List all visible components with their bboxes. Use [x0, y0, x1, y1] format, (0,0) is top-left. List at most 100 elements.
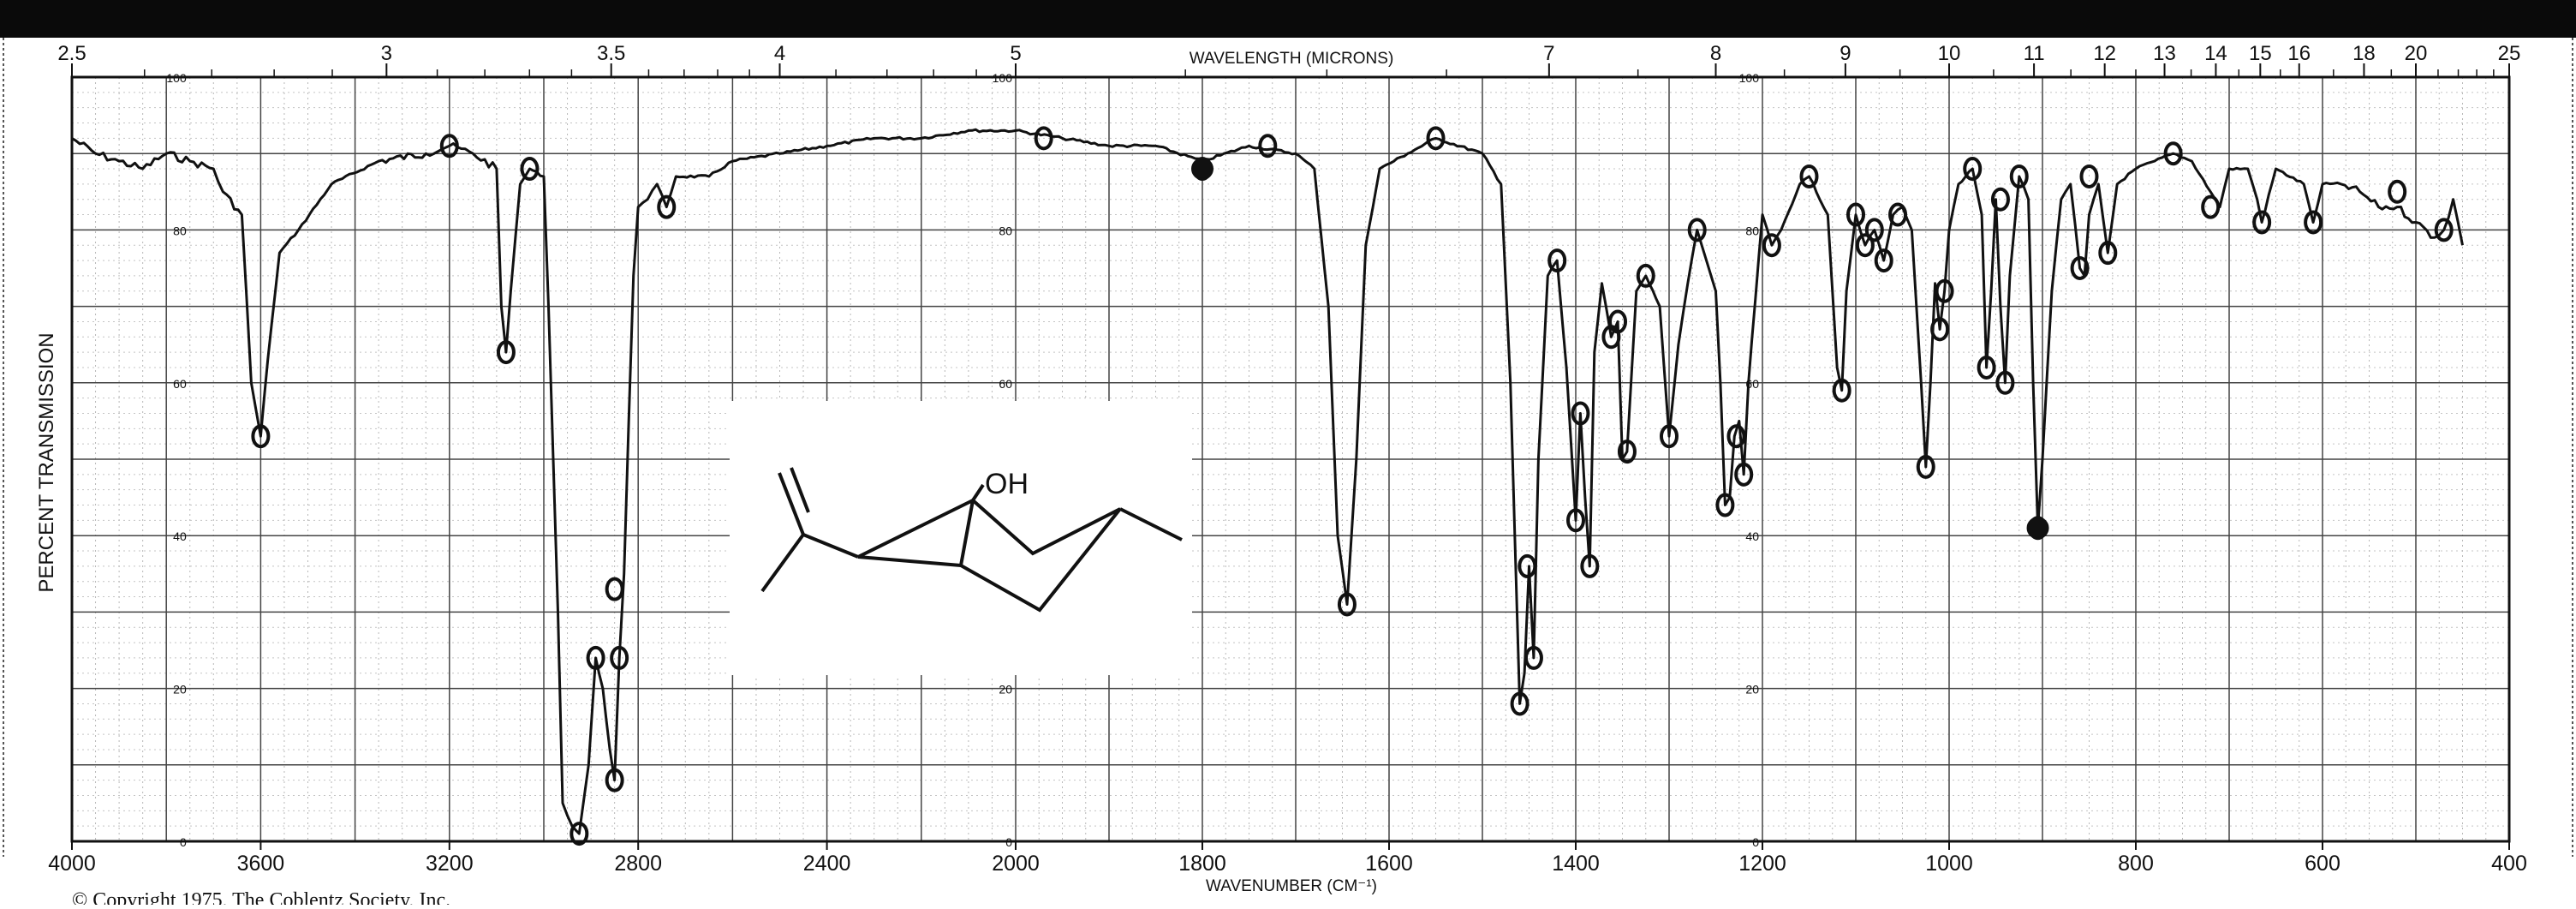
peak-marker: [439, 134, 459, 158]
wavenumber-tick-label: 2800: [614, 852, 662, 876]
peak-marker: [1258, 134, 1278, 158]
peak-marker: [1337, 592, 1357, 617]
ring-front: [857, 555, 962, 567]
peak-marker: [1734, 462, 1754, 487]
panel-y-label: 80: [999, 224, 1012, 237]
peak-marker: [1566, 508, 1585, 533]
wavelength-axis-title: WAVELENGTH (MICRONS): [1190, 50, 1394, 68]
wavelength-tick-label: 16: [2287, 42, 2311, 65]
molecule-background: [730, 401, 1192, 675]
peak-marker: [1524, 645, 1543, 670]
peak-marker: [657, 194, 677, 219]
wavenumber-tick-label: 1000: [1925, 852, 1973, 876]
peak-marker: [1617, 440, 1637, 464]
peak-marker: [1518, 553, 1537, 578]
peak-marker: [1762, 233, 1781, 258]
wavelength-tick-label: 7: [1543, 42, 1554, 65]
wavelength-tick-label: 25: [2498, 42, 2521, 65]
peak-marker: [1832, 378, 1852, 403]
peak-marker: [1660, 424, 1679, 449]
peak-marker: [1916, 454, 1935, 479]
isopropenyl-bond: [802, 533, 859, 559]
wavenumber-axis-title: WAVENUMBER (CM⁻¹): [1206, 877, 1377, 895]
wavenumber-tick-label: 1400: [1552, 852, 1600, 876]
peak-marker: [605, 768, 624, 792]
panel-y-label: 40: [1745, 529, 1759, 543]
panel-y-label: 100: [993, 71, 1013, 85]
peak-marker: [2163, 141, 2183, 166]
panel-y-label: 20: [173, 683, 187, 697]
peak-marker: [1977, 355, 1996, 380]
double-bond-line-1: [778, 472, 805, 535]
peak-marker: [1034, 126, 1053, 151]
panel-y-label: 100: [1739, 71, 1760, 85]
peak-marker: [1510, 691, 1530, 716]
wavenumber-tick-label: 2000: [992, 852, 1040, 876]
wavelength-tick-label: 14: [2204, 42, 2227, 65]
spectrum-trace: [71, 128, 2464, 835]
peak-marker-filled: [1191, 158, 1213, 181]
wavenumber-tick-label: 3200: [426, 852, 474, 876]
peak-marker: [569, 822, 589, 846]
wavelength-tick-label: 13: [2153, 42, 2176, 65]
y-axis-title: PERCENT TRANSMISSION: [35, 332, 58, 592]
peak-marker: [1990, 187, 2010, 212]
panel-y-label: 20: [1745, 683, 1759, 697]
peak-marker: [2009, 164, 2029, 188]
wavelength-tick-label: 8: [1710, 42, 1721, 65]
double-bond-line-2: [790, 467, 810, 513]
peak-marker: [1636, 263, 1655, 288]
peak-marker: [586, 645, 605, 670]
panel-y-label: 0: [180, 835, 187, 849]
panel-y-label: 80: [173, 224, 187, 237]
peak-marker: [1687, 218, 1707, 242]
peak-marker: [2304, 210, 2323, 235]
wavelength-tick-label: 11: [2024, 42, 2045, 65]
peak-marker: [2070, 256, 2090, 280]
peak-marker: [1888, 202, 1908, 227]
wavelength-tick-label: 3: [381, 42, 392, 65]
peak-markers: [251, 126, 2454, 846]
panel-y-label: 0: [1752, 835, 1759, 849]
wavenumber-tick-label: 1600: [1365, 852, 1413, 876]
wavenumber-tick-label: 600: [2305, 852, 2340, 876]
wavenumber-tick-label: 800: [2118, 852, 2154, 876]
peak-marker: [1580, 553, 1600, 578]
peak-marker: [1864, 218, 1884, 242]
peak-marker: [1930, 317, 1950, 342]
panel-y-label: 20: [999, 683, 1012, 697]
peak-marker: [2079, 164, 2099, 188]
wavelength-axis: 2.5 3 3.5 4 5 7 8 9 10 11 12 13 14 15 16 18 20 25: [57, 42, 2520, 77]
panel-y-labels: 100806040200100806040200100806040200: [166, 71, 1759, 849]
wavenumber-tick-label: 1800: [1178, 852, 1226, 876]
panel-y-label: 80: [1745, 224, 1759, 237]
peak-marker: [2252, 210, 2272, 235]
peak-marker: [1995, 370, 2015, 395]
peak-marker: [610, 645, 629, 670]
peak-marker: [1799, 164, 1819, 188]
peak-marker: [605, 577, 624, 601]
wavelength-tick-label: 10: [1938, 42, 1961, 65]
hydroxyl-label: OH: [985, 468, 1029, 500]
peak-marker: [2434, 218, 2454, 242]
wavenumber-tick-label: 4000: [48, 852, 96, 876]
peak-marker: [496, 340, 516, 365]
wavenumber-tick-label: 2400: [803, 852, 851, 876]
panel-y-label: 60: [173, 377, 187, 391]
wavelength-tick-label: 18: [2352, 42, 2376, 65]
hydroxyl-bond: [971, 483, 985, 502]
peak-marker: [1963, 157, 1983, 182]
peak-marker: [1874, 248, 1893, 273]
molecule-structure: OH: [730, 401, 1192, 675]
peak-marker: [520, 157, 540, 182]
peak-marker: [1608, 309, 1628, 334]
wavelength-tick-label: 15: [2249, 42, 2272, 65]
wavenumber-tick-label: 1200: [1738, 852, 1786, 876]
wavelength-tick-label: 12: [2093, 42, 2116, 65]
methyl-bond-right: [1119, 507, 1183, 541]
peak-marker: [2201, 194, 2221, 219]
peak-marker: [1726, 424, 1746, 449]
